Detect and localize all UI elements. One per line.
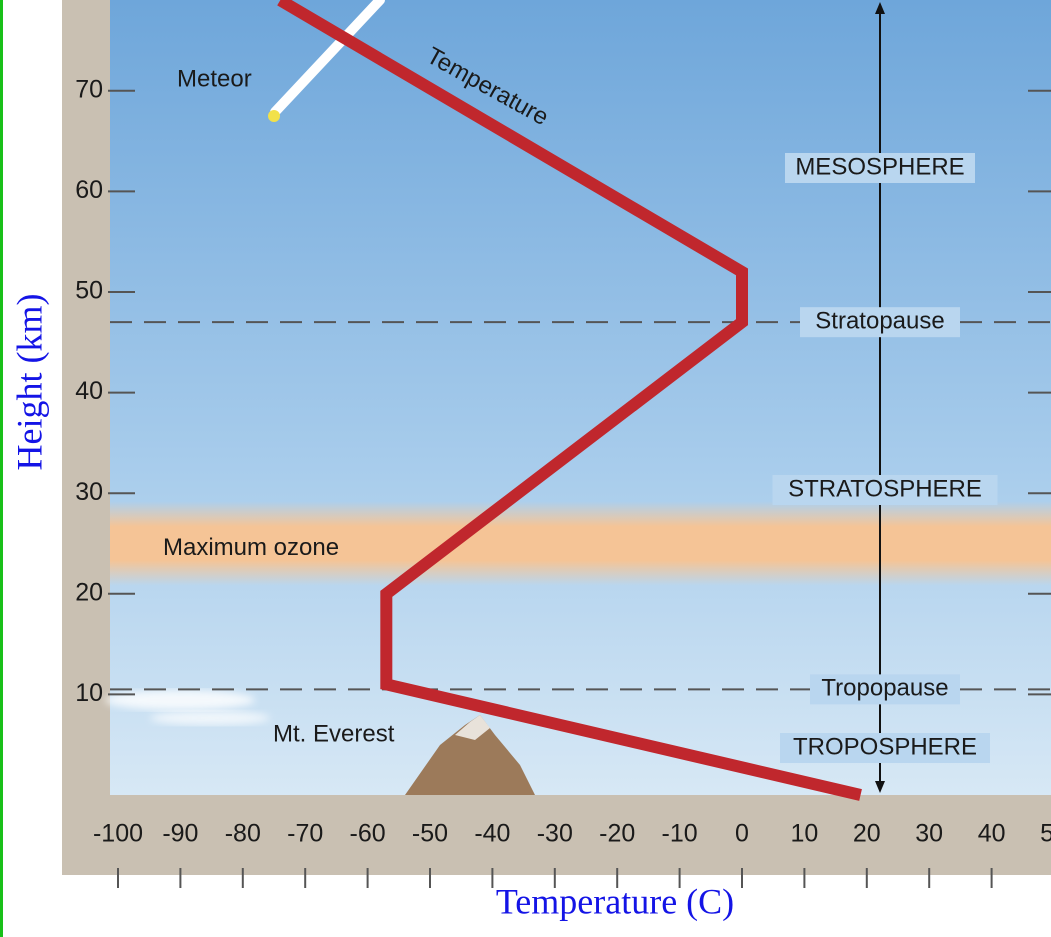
- chart: Temperature (C) Height (km) Maximum ozon…: [0, 0, 1051, 937]
- border: [0, 0, 3, 937]
- band-label: Maximum ozone: [163, 534, 339, 561]
- x-tick-label: -70: [287, 820, 323, 848]
- x-tick-label: 30: [915, 820, 943, 848]
- x-tick-label: 40: [978, 820, 1006, 848]
- x-tick-label: -40: [474, 820, 510, 848]
- y-tick-label: 70: [75, 75, 103, 103]
- x-tick-label: -90: [162, 820, 198, 848]
- layer-label: STRATOSPHERE: [788, 475, 982, 502]
- x-tick-label: 0: [735, 820, 749, 848]
- annotation: Meteor: [177, 65, 252, 92]
- y-tick-label: 30: [75, 478, 103, 506]
- annotation: Mt. Everest: [273, 720, 395, 747]
- x-tick-label: 50: [1040, 820, 1051, 848]
- reference-label: Stratopause: [815, 308, 944, 335]
- x-tick-label: -80: [225, 820, 261, 848]
- x-tick-label: 20: [853, 820, 881, 848]
- x-tick-label: -20: [599, 820, 635, 848]
- x-axis-title: Temperature (C): [496, 881, 734, 921]
- x-tick-label: -30: [537, 820, 573, 848]
- y-tick-label: 60: [75, 176, 103, 204]
- x-tick-label: -60: [350, 820, 386, 848]
- x-tick-label: -100: [93, 820, 143, 848]
- y-tick-label: 50: [75, 277, 103, 305]
- x-tick-label: -10: [662, 820, 698, 848]
- y-tick-label: 10: [75, 679, 103, 707]
- reference-label: Tropopause: [821, 675, 948, 702]
- cloud: [105, 690, 255, 710]
- page: {"chart_data": { "type": "line", "xlabel…: [0, 0, 1051, 937]
- layer-label: MESOSPHERE: [795, 153, 964, 180]
- cloud: [150, 711, 270, 725]
- x-tick-label: 10: [790, 820, 818, 848]
- y-tick-label: 20: [75, 578, 103, 606]
- meteor: [268, 110, 280, 122]
- y-tick-label: 40: [75, 377, 103, 405]
- x-tick-label: -50: [412, 820, 448, 848]
- y-axis-title: Height (km): [9, 294, 49, 471]
- layer-label: TROPOSPHERE: [793, 733, 977, 760]
